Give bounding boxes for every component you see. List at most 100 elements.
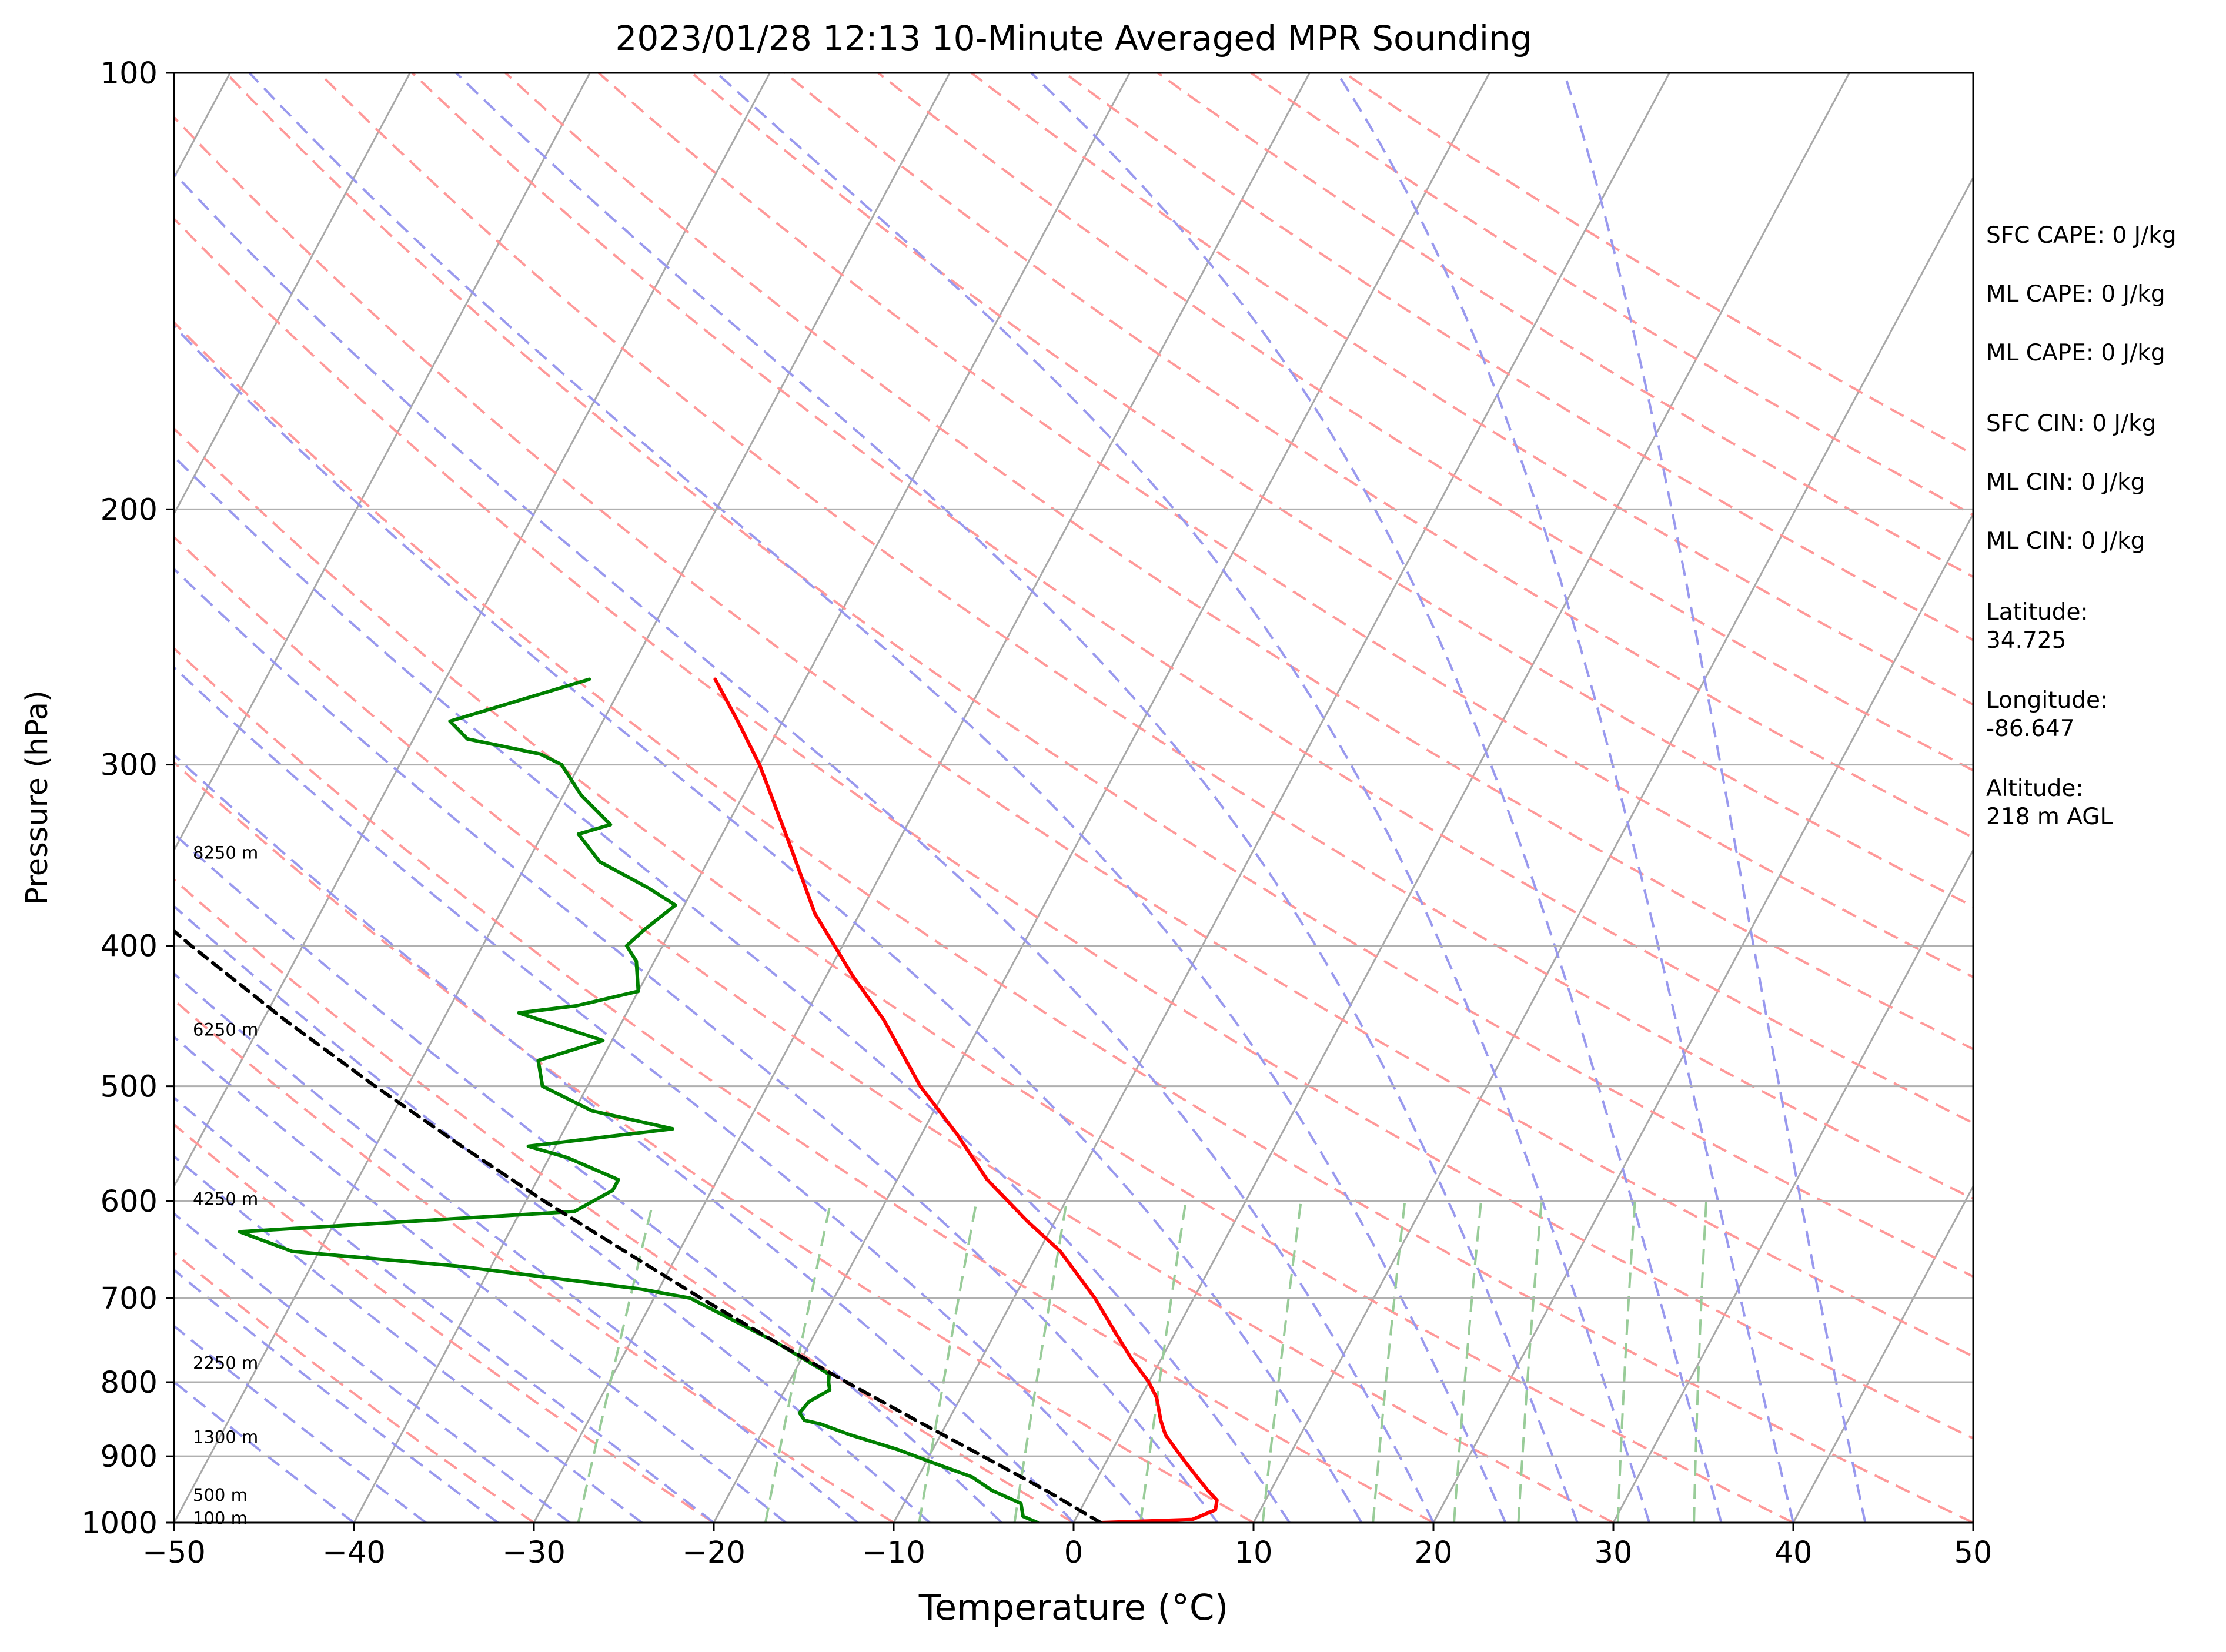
x-tick-label: 40 bbox=[1774, 1536, 1813, 1570]
moist-adiabat-line bbox=[1336, 73, 1794, 1523]
x-tick-label: 10 bbox=[1235, 1536, 1273, 1570]
x-tick-label: 20 bbox=[1415, 1536, 1453, 1570]
mixing-ratio-line bbox=[1453, 1200, 1482, 1523]
isotherm-line bbox=[1612, 848, 1973, 1523]
height-label: 4250 m bbox=[193, 1189, 258, 1209]
pressure-grid bbox=[174, 72, 1973, 1524]
y-tick-label: 100 bbox=[101, 56, 158, 91]
mixing-ratio-line bbox=[1261, 1200, 1302, 1523]
height-label: 100 m bbox=[193, 1508, 248, 1528]
sfc-cape-label: SFC CAPE: 0 J/kg bbox=[1986, 222, 2177, 249]
moist-adiabat-line bbox=[174, 325, 1363, 1523]
dry-adiabat-line bbox=[784, 73, 1973, 840]
moist-adiabat-line bbox=[174, 1035, 787, 1523]
parcel-path-line bbox=[174, 928, 1102, 1523]
moist-adiabat-line bbox=[174, 753, 1075, 1523]
dry-adiabat-line bbox=[225, 73, 1973, 1278]
moist-adiabat-line bbox=[174, 1212, 571, 1523]
y-tick-label: 500 bbox=[101, 1070, 158, 1105]
series-lines bbox=[174, 677, 1219, 1523]
longitude-label: Longitude: -86.647 bbox=[1986, 687, 2108, 742]
y-tick-label: 600 bbox=[101, 1185, 158, 1219]
isotherm-line bbox=[1252, 175, 1973, 1523]
x-tick-label: 30 bbox=[1595, 1536, 1633, 1570]
dry-adiabat-line bbox=[504, 73, 1973, 1051]
altitude-label: Altitude: 218 m AGL bbox=[1986, 775, 2113, 830]
dry-adiabat-line bbox=[174, 647, 1434, 1523]
dry-adiabat-line bbox=[318, 73, 1973, 1200]
y-axis-ticks: 100 200 300 400 500 600 700 800 900 1000 bbox=[81, 56, 174, 1541]
moist-adiabat-line bbox=[174, 832, 1003, 1523]
ml-cin-label: ML CIN: 0 J/kg bbox=[1986, 469, 2145, 496]
moist-adiabat-line bbox=[1030, 73, 1723, 1523]
dry-adiabat-line bbox=[174, 115, 1973, 1358]
isotherm-line bbox=[713, 73, 1490, 1523]
latitude-label: Latitude: 34.725 bbox=[1986, 599, 2088, 654]
dry-adiabat-line bbox=[597, 73, 1973, 979]
y-tick-label: 200 bbox=[101, 493, 158, 527]
moist-adiabat-line bbox=[174, 1380, 355, 1523]
background-lines bbox=[174, 73, 1973, 1523]
moist-adiabat-line bbox=[174, 455, 1291, 1523]
mixing-ratio-line bbox=[577, 1200, 655, 1523]
y-tick-label: 800 bbox=[101, 1366, 158, 1400]
ml-cin-label-2: ML CIN: 0 J/kg bbox=[1986, 528, 2145, 554]
x-axis-ticks: −50 −40 −30 −20 −10 0 10 20 30 40 50 bbox=[142, 1523, 1992, 1570]
x-tick-label: 50 bbox=[1954, 1536, 1993, 1570]
y-tick-label: 400 bbox=[101, 929, 158, 964]
moist-adiabat-line bbox=[174, 567, 1219, 1523]
dry-adiabat-line bbox=[174, 878, 1075, 1523]
plot-frame bbox=[173, 72, 1974, 1524]
sfc-cin-label: SFC CIN: 0 J/kg bbox=[1986, 410, 2157, 437]
dry-adiabat-line bbox=[174, 998, 895, 1523]
dry-adiabat-line bbox=[174, 1251, 535, 1523]
ml-cape-label-2: ML CAPE: 0 J/kg bbox=[1986, 340, 2165, 366]
y-axis-label: Pressure (hPa) bbox=[20, 690, 55, 905]
height-label: 8250 m bbox=[193, 842, 258, 862]
x-tick-label: −30 bbox=[502, 1536, 566, 1570]
moist-adiabat-line bbox=[174, 1155, 643, 1523]
isotherm-line bbox=[893, 73, 1670, 1523]
ml-cape-label: ML CAPE: 0 J/kg bbox=[1986, 281, 2165, 307]
y-tick-label: 300 bbox=[101, 748, 158, 783]
mixing-ratio-line bbox=[1616, 1200, 1636, 1523]
moist-adiabat-line bbox=[455, 73, 1579, 1523]
moist-adiabat-line bbox=[174, 1268, 499, 1523]
isotherm-line bbox=[353, 73, 1131, 1523]
dry-adiabat-line bbox=[691, 73, 1973, 908]
temperature-line bbox=[713, 677, 1219, 1523]
dry-adiabat-line bbox=[174, 217, 1973, 1440]
dry-adiabat-line bbox=[411, 73, 1973, 1125]
y-tick-label: 700 bbox=[101, 1282, 158, 1316]
dry-adiabat-line bbox=[174, 761, 1254, 1523]
chart-title: 2023/01/28 12:13 10-Minute Averaged MPR … bbox=[615, 18, 1532, 58]
dry-adiabat-line bbox=[174, 320, 1973, 1523]
mixing-ratio-line bbox=[1517, 1200, 1543, 1523]
x-tick-label: −50 bbox=[142, 1536, 206, 1570]
isotherm-line bbox=[174, 73, 951, 1523]
isotherm-line bbox=[1072, 73, 1850, 1523]
moist-adiabat-line bbox=[248, 73, 1507, 1523]
isotherm-line bbox=[533, 73, 1311, 1523]
dewpoint-line bbox=[238, 677, 1040, 1523]
isotherm-line bbox=[174, 73, 411, 516]
y-tick-label: 1000 bbox=[81, 1506, 158, 1541]
moist-adiabat-line bbox=[174, 1096, 715, 1523]
moist-adiabat-line bbox=[1563, 73, 1867, 1523]
x-tick-label: −40 bbox=[322, 1536, 386, 1570]
x-tick-label: −20 bbox=[682, 1536, 746, 1570]
isotherm-line bbox=[1432, 511, 1973, 1523]
y-tick-label: 900 bbox=[101, 1440, 158, 1474]
isotherm-line bbox=[1792, 1184, 1973, 1523]
x-axis-label: Temperature (°C) bbox=[918, 1587, 1228, 1628]
height-label: 1300 m bbox=[193, 1427, 258, 1447]
dry-adiabat-line bbox=[174, 535, 1614, 1523]
moist-adiabat-line bbox=[716, 73, 1651, 1523]
height-label: 500 m bbox=[193, 1485, 248, 1505]
x-tick-label: −10 bbox=[862, 1536, 925, 1570]
x-tick-label: 0 bbox=[1064, 1536, 1083, 1570]
isotherm-line bbox=[174, 73, 771, 1189]
isotherm-line bbox=[174, 73, 591, 852]
moist-adiabat-line bbox=[174, 1324, 427, 1523]
